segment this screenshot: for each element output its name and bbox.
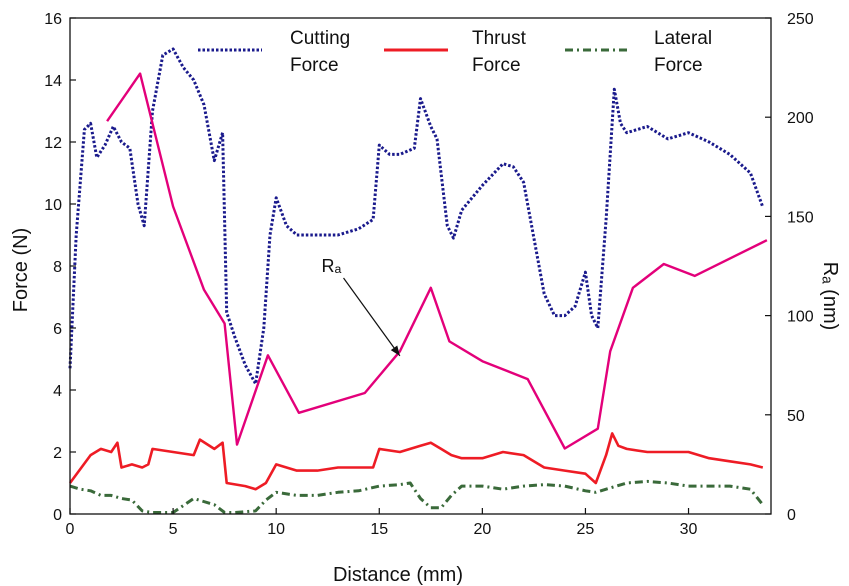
y-tick-label-right: 200 [787, 110, 814, 127]
axis-ticks: 0 5 10 15 20 25 30 0 2 4 6 8 10 12 14 16 0 50 100 150 200 250 [44, 11, 814, 538]
y-axis-label-left: Force (N) [10, 228, 32, 312]
y-tick-label-left: 10 [44, 197, 62, 214]
y-tick-label-left: 16 [44, 11, 62, 28]
y-tick-label-left: 14 [44, 73, 62, 90]
x-tick-label: 5 [169, 521, 178, 538]
x-tick-label: 20 [473, 521, 491, 538]
ra-annotation: Rₐ [322, 256, 401, 357]
plot-series [68, 47, 768, 514]
legend-label: Force [472, 55, 521, 76]
y-tick-label-left: 8 [53, 259, 62, 276]
ra-annotation-label: Rₐ [322, 256, 342, 276]
ra-annotation-arrowhead [390, 345, 400, 356]
y-tick-label-right: 150 [787, 209, 814, 226]
y-tick-label-right: 50 [787, 408, 805, 425]
y-tick-label-right: 0 [787, 507, 796, 524]
y-tick-label-left: 2 [53, 445, 62, 462]
legend: Cutting Force Thrust Force Lateral Force [198, 28, 712, 76]
legend-label: Cutting [290, 28, 350, 49]
x-tick-label: 0 [66, 521, 75, 538]
series-line-lateral-force [69, 479, 764, 514]
x-tick-label: 10 [267, 521, 285, 538]
ra-annotation-arrow [343, 277, 401, 357]
legend-label: Force [654, 55, 703, 76]
legend-label: Thrust [472, 28, 527, 49]
y-tick-label-right: 100 [787, 309, 814, 326]
x-tick-label: 25 [577, 521, 595, 538]
y-tick-label-left: 4 [53, 383, 62, 400]
series-line-r [106, 72, 768, 450]
x-axis-label: Distance (mm) [333, 564, 463, 586]
x-tick-label: 30 [680, 521, 698, 538]
y-tick-label-left: 6 [53, 321, 62, 338]
series-line-thrust-force [68, 432, 764, 491]
legend-label: Force [290, 55, 339, 76]
x-tick-label: 15 [370, 521, 388, 538]
legend-label: Lateral [654, 28, 712, 49]
y-axis-label-right: Rₐ (nm) [819, 262, 841, 331]
y-tick-label-right: 250 [787, 11, 814, 28]
y-tick-label-left: 0 [53, 507, 62, 524]
series-line-cutting-force [68, 47, 765, 386]
y-tick-label-left: 12 [44, 135, 62, 152]
